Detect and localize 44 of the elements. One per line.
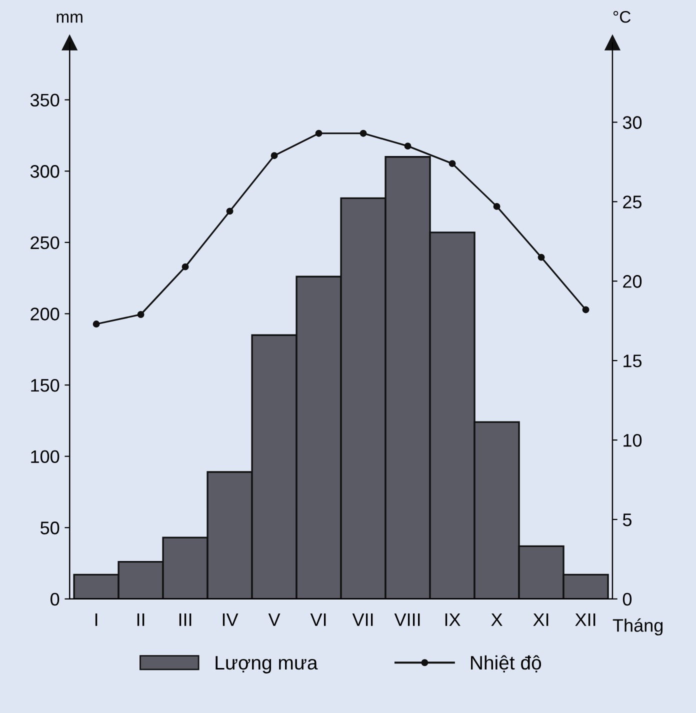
y-tick-label: 200: [30, 308, 60, 320]
y-tick-label: 50: [40, 522, 60, 534]
x-axis-title: Tháng: [612, 618, 663, 636]
point: [226, 208, 234, 215]
x-tick-label: XI: [533, 613, 548, 626]
point: [493, 202, 500, 210]
y2-tick-label: 25: [623, 196, 642, 208]
y2-tick-label: 20: [623, 275, 642, 288]
y-tick-label: 250: [30, 236, 60, 250]
y-tick-label: 0: [50, 592, 60, 606]
point: [404, 142, 412, 150]
y-tick-label: 300: [30, 165, 60, 178]
x-tick-label: IX: [445, 613, 460, 626]
legend-label: Lượng mưa: [216, 656, 318, 674]
y-tick-label: 150: [31, 378, 60, 392]
x-tick-label: VII: [352, 613, 373, 626]
x-tick-label: IV: [222, 613, 238, 626]
x-tick-label: VIII: [394, 613, 420, 626]
y2-tick-label: 30: [622, 116, 642, 129]
x-tick-label: V: [268, 613, 280, 626]
y2-tick-label: 5: [622, 514, 632, 526]
point: [137, 311, 144, 318]
x-tick-label: II: [137, 613, 144, 626]
y-tick-label: 100: [31, 450, 60, 464]
y2-tick-label: 15: [624, 354, 642, 368]
y2-axis-title: °C: [613, 11, 631, 23]
point: [270, 152, 278, 160]
point: [582, 306, 590, 314]
y2-tick-label: 0: [622, 592, 632, 606]
point: [92, 320, 100, 328]
x-tick-label: VI: [310, 613, 326, 626]
x-tick-label: III: [179, 613, 192, 626]
x-tick-label: I: [95, 613, 98, 626]
point: [360, 130, 367, 137]
legend-label: Nhiệt độ: [471, 655, 542, 672]
point: [315, 130, 322, 137]
y-axis-title: mm: [56, 14, 82, 23]
point: [448, 160, 456, 168]
x-tick-label: XII: [575, 613, 596, 626]
x-tick-label: X: [491, 613, 502, 626]
point: [538, 254, 545, 261]
y-tick-label: 350: [30, 94, 60, 107]
point: [182, 263, 189, 270]
y2-tick-label: 10: [624, 434, 642, 447]
